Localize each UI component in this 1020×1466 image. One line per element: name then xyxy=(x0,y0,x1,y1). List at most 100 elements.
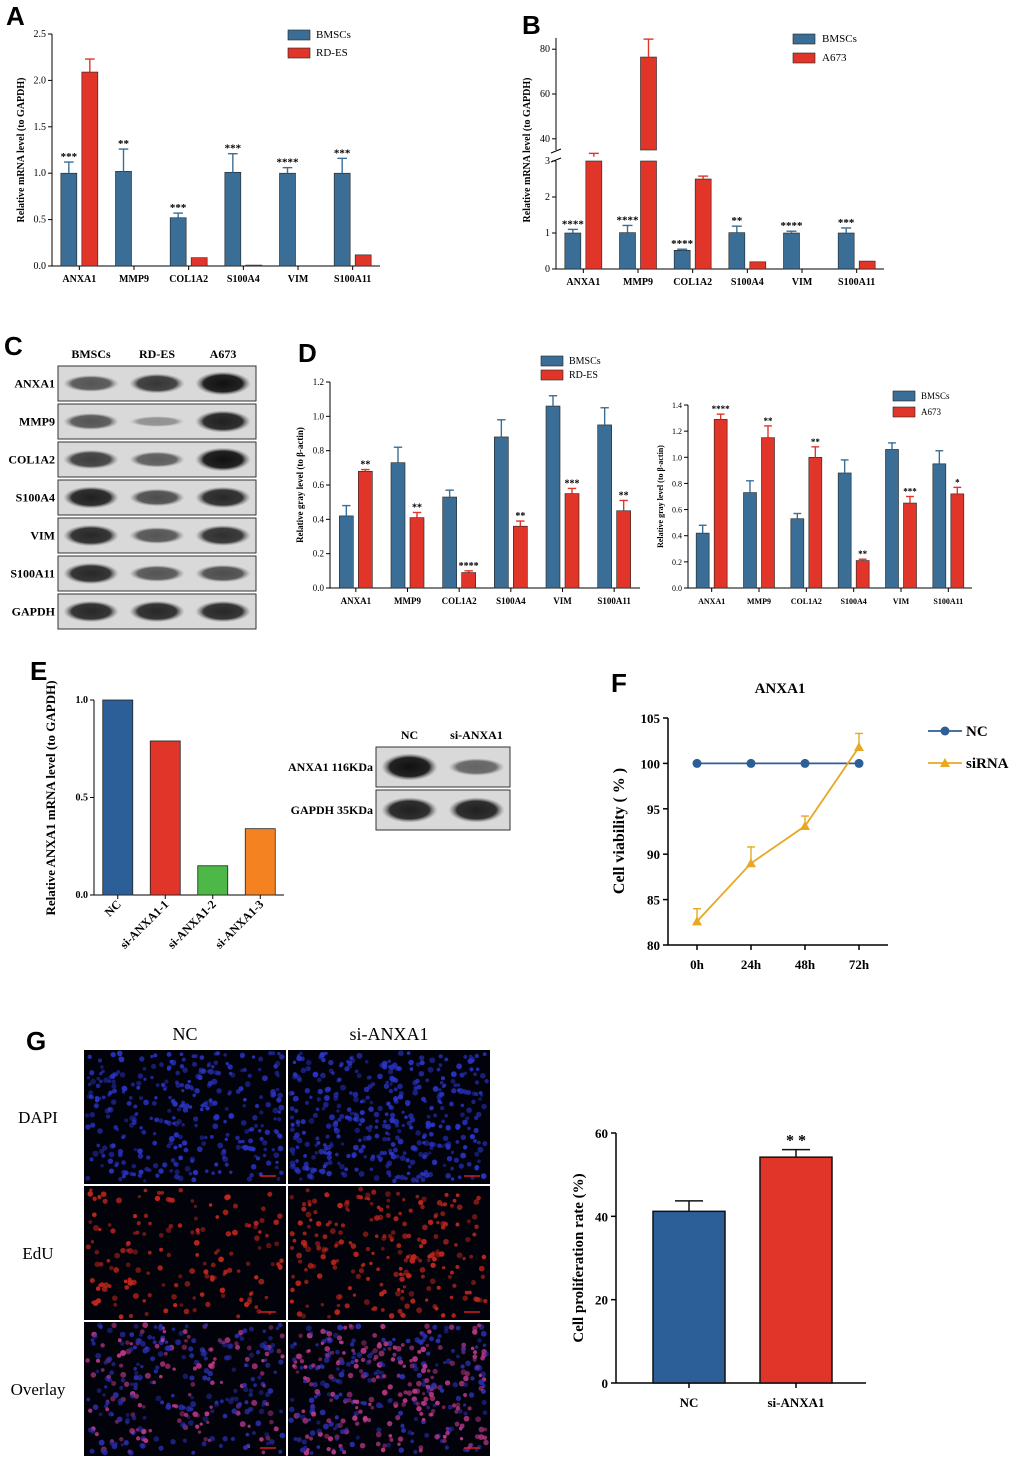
cell-nucleus xyxy=(253,1220,259,1226)
cell-nucleus xyxy=(418,1258,423,1263)
cell-nucleus xyxy=(406,1233,412,1239)
cell-nucleus xyxy=(192,1116,199,1122)
cell-nucleus xyxy=(332,1426,337,1431)
cell-nucleus xyxy=(355,1323,362,1330)
cell-nucleus xyxy=(172,1116,176,1120)
cell-nucleus xyxy=(476,1195,481,1201)
cell-nucleus xyxy=(456,1204,463,1211)
cell-nucleus xyxy=(326,1330,333,1337)
bar xyxy=(169,217,187,267)
cell-nucleus xyxy=(303,1379,307,1384)
cell-nucleus xyxy=(305,1246,312,1253)
cell-nucleus xyxy=(170,1158,176,1163)
cell-nucleus xyxy=(196,1363,202,1369)
y-tick-label: 2.5 xyxy=(34,29,47,40)
cell-nucleus xyxy=(340,1223,346,1228)
cell-nucleus xyxy=(193,1204,198,1209)
cell-nucleus xyxy=(381,1123,387,1129)
cell-nucleus xyxy=(195,1253,200,1257)
cell-nucleus xyxy=(316,1273,323,1279)
cell-nucleus xyxy=(211,1064,215,1069)
significance-label: *** xyxy=(170,202,187,214)
cell-nucleus xyxy=(439,1388,445,1393)
cell-nucleus xyxy=(251,1363,258,1370)
cell-nucleus xyxy=(349,1111,354,1116)
cell-nucleus xyxy=(193,1216,198,1221)
cell-nucleus xyxy=(175,1339,182,1346)
cell-nucleus xyxy=(368,1106,374,1112)
cell-nucleus xyxy=(475,1067,480,1072)
cell-nucleus xyxy=(375,1119,379,1123)
bar xyxy=(149,740,181,896)
cell-nucleus xyxy=(346,1361,351,1367)
y-tick-label: 80 xyxy=(647,938,660,953)
cell-nucleus xyxy=(158,1232,164,1238)
cell-nucleus xyxy=(191,1054,196,1058)
cell-nucleus xyxy=(430,1375,435,1380)
cell-nucleus xyxy=(131,1415,137,1421)
cell-nucleus xyxy=(301,1206,307,1212)
cell-nucleus xyxy=(212,1123,219,1130)
cell-nucleus xyxy=(436,1285,441,1290)
cell-nucleus xyxy=(206,1420,210,1425)
chart-B: 0123406080ANXA1****MMP9****COL1A2****S10… xyxy=(522,33,884,288)
cell-nucleus xyxy=(152,1340,157,1345)
x-tick-label: S100A11 xyxy=(933,597,963,606)
cell-nucleus xyxy=(137,1153,144,1159)
cell-nucleus xyxy=(438,1088,442,1092)
cell-nucleus xyxy=(335,1294,342,1301)
cell-nucleus xyxy=(314,1233,319,1238)
cell-nucleus xyxy=(265,1402,270,1407)
cell-nucleus xyxy=(160,1190,165,1195)
cell-nucleus xyxy=(310,1411,317,1417)
cell-nucleus xyxy=(184,1165,191,1172)
cell-nucleus xyxy=(125,1262,131,1268)
cell-nucleus xyxy=(243,1386,249,1393)
cell-nucleus xyxy=(142,1232,147,1236)
bar xyxy=(950,493,965,589)
cell-nucleus xyxy=(157,1190,162,1195)
cell-nucleus xyxy=(402,1364,406,1368)
y-axis-label: Cell viability ( % ) xyxy=(611,768,628,894)
cell-nucleus xyxy=(103,1360,108,1365)
cell-nucleus xyxy=(95,1298,102,1304)
cell-nucleus xyxy=(151,1063,157,1069)
cell-nucleus xyxy=(396,1191,401,1196)
cell-nucleus xyxy=(265,1233,269,1238)
y-tick-label: 40 xyxy=(595,1209,608,1224)
cell-nucleus xyxy=(170,1393,175,1398)
cell-nucleus xyxy=(211,1171,215,1175)
cell-nucleus xyxy=(222,1155,226,1160)
cell-nucleus xyxy=(344,1115,350,1120)
cell-nucleus xyxy=(315,1136,320,1141)
cell-nucleus xyxy=(426,1405,430,1410)
cell-nucleus xyxy=(409,1345,415,1351)
cell-nucleus xyxy=(387,1059,392,1064)
cell-nucleus xyxy=(290,1091,295,1096)
cell-nucleus xyxy=(204,1323,209,1328)
cell-nucleus xyxy=(433,1113,438,1118)
cell-nucleus xyxy=(98,1261,104,1267)
significance-label: *** xyxy=(61,151,78,163)
cell-nucleus xyxy=(372,1306,378,1311)
cell-nucleus xyxy=(86,1397,91,1402)
cell-nucleus xyxy=(445,1172,451,1179)
cell-nucleus xyxy=(98,1227,102,1232)
cell-nucleus xyxy=(466,1107,472,1114)
cell-nucleus xyxy=(147,1250,152,1255)
cell-nucleus xyxy=(440,1105,445,1111)
cell-nucleus xyxy=(481,1254,487,1260)
blot-column-label: A673 xyxy=(210,347,237,361)
cell-nucleus xyxy=(412,1146,419,1152)
cell-nucleus xyxy=(255,1350,261,1355)
cell-nucleus xyxy=(152,1380,156,1385)
cell-nucleus xyxy=(111,1079,116,1084)
cell-nucleus xyxy=(184,1339,188,1343)
cell-nucleus xyxy=(438,1063,443,1067)
cell-nucleus xyxy=(221,1340,226,1345)
cell-nucleus xyxy=(262,1329,267,1333)
cell-nucleus xyxy=(422,1363,428,1369)
cell-nucleus xyxy=(88,1090,94,1096)
cell-nucleus xyxy=(253,1224,258,1230)
cell-nucleus xyxy=(303,1450,310,1456)
